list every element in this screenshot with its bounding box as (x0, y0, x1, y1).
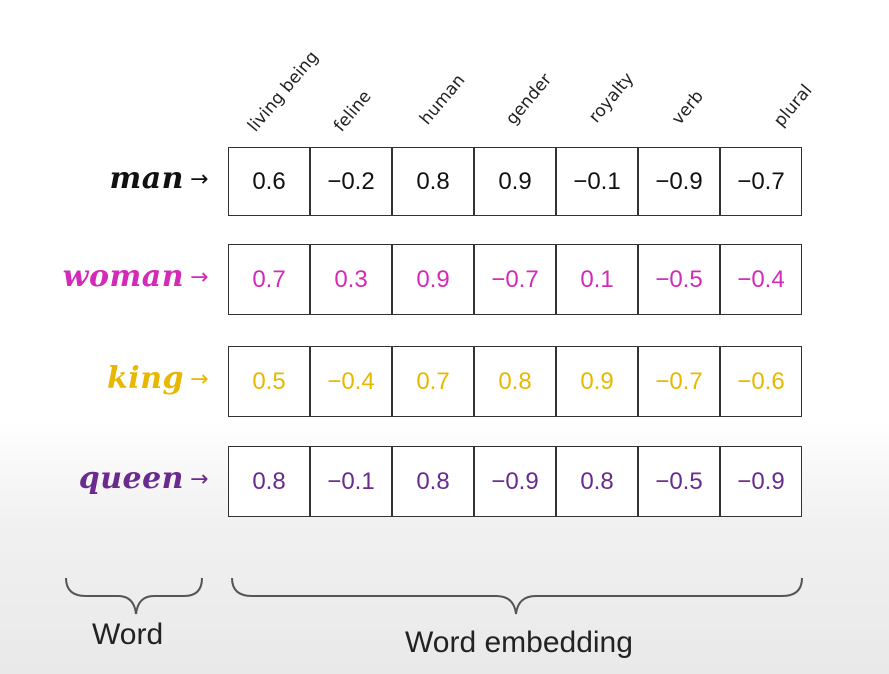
word-bracket (65, 577, 203, 615)
embedding-cell-woman-gender: −0.7 (474, 244, 556, 315)
embedding-cell-queen-feline: −0.1 (310, 446, 392, 517)
embedding-cell-woman-verb: −0.5 (638, 244, 720, 315)
embedding-cell-king-living-being: 0.5 (228, 346, 310, 417)
word-man: man (109, 160, 184, 196)
word-king: king (107, 360, 184, 396)
embedding-cell-woman-human: 0.9 (392, 244, 474, 315)
word-label: Word (92, 618, 164, 651)
word-embedding-label: Word embedding (405, 626, 633, 659)
embedding-cell-man-human: 0.8 (392, 147, 474, 216)
word-woman: woman (62, 258, 184, 294)
embedding-cell-man-gender: 0.9 (474, 147, 556, 216)
word-queen: queen (78, 460, 184, 496)
embedding-cell-man-plural: −0.7 (720, 147, 802, 216)
embedding-cell-king-human: 0.7 (392, 346, 474, 417)
embedding-cell-queen-living-being: 0.8 (228, 446, 310, 517)
embedding-cell-king-gender: 0.8 (474, 346, 556, 417)
embedding-cell-queen-plural: −0.9 (720, 446, 802, 517)
embedding-cell-king-royalty: 0.9 (556, 346, 638, 417)
embedding-cell-king-verb: −0.7 (638, 346, 720, 417)
embedding-cell-woman-living-being: 0.7 (228, 244, 310, 315)
embedding-cell-woman-plural: −0.4 (720, 244, 802, 315)
embedding-cell-woman-royalty: 0.1 (556, 244, 638, 315)
embedding-cell-man-living-being: 0.6 (228, 147, 310, 216)
embedding-cell-queen-gender: −0.9 (474, 446, 556, 517)
embedding-cell-queen-royalty: 0.8 (556, 446, 638, 517)
embedding-cell-woman-feline: 0.3 (310, 244, 392, 315)
embedding-cell-queen-verb: −0.5 (638, 446, 720, 517)
embedding-cell-king-feline: −0.4 (310, 346, 392, 417)
arrow-man: → (190, 166, 209, 192)
embedding-bracket (231, 577, 803, 615)
embedding-cell-queen-human: 0.8 (392, 446, 474, 517)
embedding-cell-man-feline: −0.2 (310, 147, 392, 216)
embedding-cell-man-verb: −0.9 (638, 147, 720, 216)
arrow-woman: → (190, 264, 209, 290)
embedding-cell-king-plural: −0.6 (720, 346, 802, 417)
arrow-queen: → (190, 466, 209, 492)
embedding-cell-man-royalty: −0.1 (556, 147, 638, 216)
arrow-king: → (190, 366, 209, 392)
